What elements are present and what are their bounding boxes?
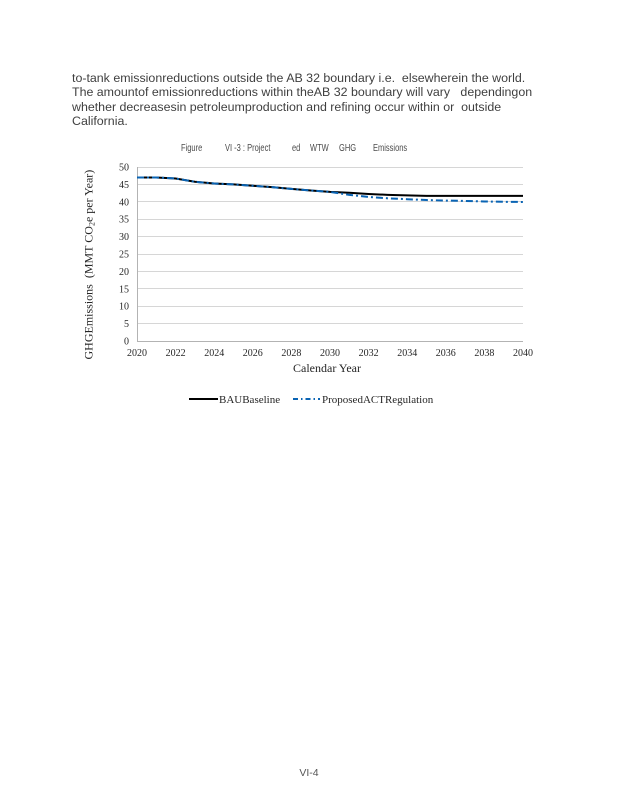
svg-text:5: 5 [124,319,129,330]
svg-text:0: 0 [124,337,129,348]
svg-text:50: 50 [119,163,129,174]
svg-text:2024: 2024 [204,348,224,359]
svg-text:20: 20 [119,267,129,278]
svg-text:BAUBaseline: BAUBaseline [219,394,280,406]
svg-text:ProposedACTRegulation: ProposedACTRegulation [322,394,434,406]
svg-text:2030: 2030 [320,348,340,359]
svg-text:45: 45 [119,180,129,191]
svg-text:2028: 2028 [281,348,301,359]
svg-text:2026: 2026 [243,348,263,359]
svg-text:2038: 2038 [474,348,494,359]
svg-text:2020: 2020 [127,348,147,359]
svg-text:GHGEmissions (MMT CO2e per Ye: GHGEmissions (MMT CO2e per Year) [82,170,97,360]
svg-text:2036: 2036 [436,348,456,359]
svg-text:35: 35 [119,215,129,226]
svg-text:Calendar Year: Calendar Year [293,361,361,375]
svg-text:2034: 2034 [397,348,417,359]
svg-text:15: 15 [119,284,129,295]
svg-text:2040: 2040 [513,348,533,359]
svg-text:30: 30 [119,232,129,243]
svg-text:40: 40 [119,197,129,208]
svg-text:10: 10 [119,302,129,313]
svg-text:2032: 2032 [359,348,379,359]
svg-text:25: 25 [119,250,129,261]
svg-text:2022: 2022 [166,348,186,359]
